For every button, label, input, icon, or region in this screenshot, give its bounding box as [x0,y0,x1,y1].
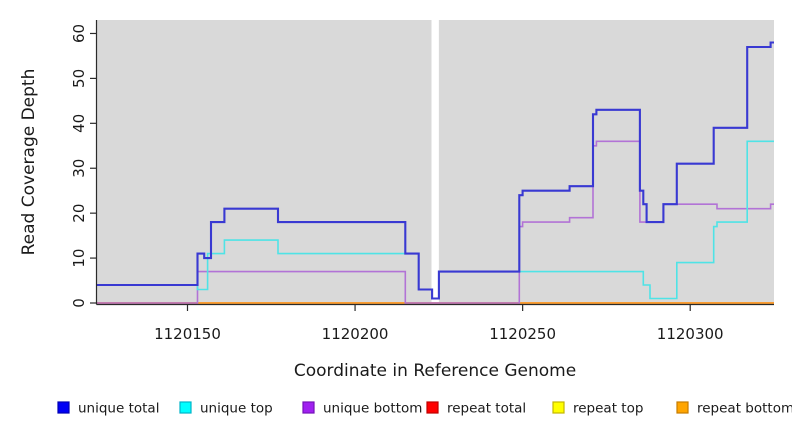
y-tick-label: 20 [70,204,88,223]
x-tick-label: 1120250 [489,325,556,343]
legend-swatch-repeat-total [426,401,439,414]
y-tick-label: 40 [70,114,88,133]
legend-label-repeat-top: repeat top [573,401,643,417]
y-tick-label: 60 [70,24,88,43]
missing-data-gap [431,20,439,305]
legend-swatch-unique-total [57,401,70,414]
series-lines-layer [97,41,774,304]
x-tick-label: 1120150 [154,325,221,343]
legend-label-unique-total: unique total [78,401,159,417]
legend-label-repeat-total: repeat total [447,401,526,417]
y-tick-label: 10 [70,249,88,268]
legend: unique total unique top unique bottom repea… [57,401,792,417]
x-axis-title: Coordinate in Reference Genome [294,361,576,381]
y-tick-label: 50 [70,69,88,88]
y-tick-label: 30 [70,159,88,178]
legend-label-unique-top: unique top [200,401,273,417]
legend-swatch-repeat-bottom [676,401,689,414]
series-line-unique-total [97,41,774,300]
y-axis-title: Read Coverage Depth [19,69,39,256]
legend-swatch-repeat-top [552,401,565,414]
axes-layer: 1120150 1120200 1120250 1120300 0 10 20 30 40 50 6… [70,20,774,343]
legend-swatch-unique-top [179,401,192,414]
legend-swatch-unique-bottom [302,401,315,414]
legend-label-repeat-bottom: repeat bottom [697,401,792,417]
legend-label-unique-bottom: unique bottom [323,401,422,417]
x-tick-label: 1120200 [322,325,389,343]
x-tick-label: 1120300 [657,325,724,343]
y-tick-label: 0 [70,298,88,308]
